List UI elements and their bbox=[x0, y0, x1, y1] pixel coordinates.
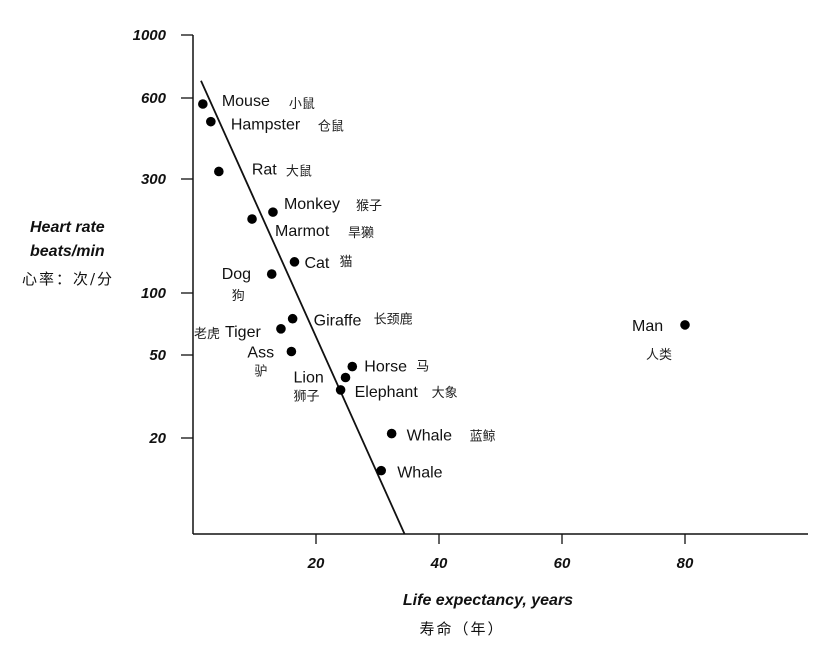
x-tick-label: 60 bbox=[554, 555, 571, 572]
data-point-marmot bbox=[247, 214, 257, 224]
y-axis-label-cn: 心率：次/分 bbox=[22, 270, 114, 288]
data-point-monkey bbox=[268, 207, 278, 217]
y-tick-label: 50 bbox=[149, 347, 166, 364]
y-tick-label: 300 bbox=[141, 171, 167, 188]
x-axis-label: Life expectancy, years bbox=[403, 592, 573, 609]
point-label: Rat bbox=[252, 161, 277, 178]
data-point-whale bbox=[386, 428, 397, 439]
point-label: Whale bbox=[397, 465, 442, 482]
data-point-lion bbox=[340, 372, 351, 383]
data-point-whale bbox=[376, 465, 386, 476]
data-point-mouse bbox=[198, 99, 208, 109]
point-label-cn: 驴 bbox=[254, 363, 267, 379]
point-label-cn: 狗 bbox=[232, 289, 245, 304]
y-axis-label-line1: Heart rate bbox=[30, 219, 105, 236]
point-label-cn: 大鼠 bbox=[286, 164, 312, 179]
y-tick-label: 1000 bbox=[133, 27, 167, 44]
point-label-cn: 大象 bbox=[432, 386, 458, 401]
point-label: Mouse bbox=[222, 93, 270, 110]
axes bbox=[192, 35, 808, 535]
data-point-ass bbox=[286, 346, 297, 357]
point-label-cn: 蓝鲸 bbox=[470, 430, 496, 445]
x-tick-label: 40 bbox=[430, 555, 448, 572]
point-label: Hampster bbox=[231, 117, 301, 134]
point-label: Tiger bbox=[225, 324, 262, 341]
point-label-cn: 老虎 bbox=[194, 327, 220, 342]
point-label: Cat bbox=[304, 255, 329, 272]
point-label: Whale bbox=[407, 428, 452, 445]
data-point-man bbox=[680, 320, 690, 330]
point-label: Lion bbox=[294, 370, 324, 387]
point-label: Elephant bbox=[355, 384, 419, 401]
y-tick-label: 20 bbox=[148, 430, 166, 447]
point-label-cn: 狮子 bbox=[294, 390, 320, 405]
y-tick-label: 600 bbox=[141, 90, 167, 107]
data-point-hampster bbox=[206, 116, 216, 127]
point-label-cn: 小鼠 bbox=[289, 97, 315, 112]
data-point-tiger bbox=[276, 324, 286, 334]
point-label-cn: 人类 bbox=[646, 348, 672, 363]
point-label: Man bbox=[632, 318, 663, 335]
point-label: Monkey bbox=[284, 196, 340, 213]
point-label-cn: 猴子 bbox=[356, 199, 382, 214]
y-axis-label-line2: beats/min bbox=[30, 243, 105, 260]
point-label-cn: 旱獭 bbox=[348, 226, 374, 241]
point-label-cn: 马 bbox=[416, 360, 429, 375]
data-point-cat bbox=[289, 257, 300, 267]
point-label: Marmot bbox=[275, 223, 330, 240]
x-axis-label-cn: 寿命（年） bbox=[419, 620, 504, 638]
x-tick-label: 20 bbox=[307, 555, 325, 572]
data-point-rat bbox=[214, 166, 224, 177]
x-tick-label: 80 bbox=[677, 555, 694, 572]
point-label-cn: 猫 bbox=[339, 255, 352, 270]
point-label: Dog bbox=[222, 266, 251, 283]
data-point-horse bbox=[347, 361, 358, 372]
data-point-elephant bbox=[335, 385, 346, 395]
trend-line bbox=[200, 80, 406, 535]
point-label: Giraffe bbox=[314, 313, 362, 330]
point-label-cn: 仓鼠 bbox=[318, 120, 344, 135]
data-point-giraffe bbox=[287, 313, 298, 324]
y-tick-label: 100 bbox=[141, 285, 167, 302]
data-point-dog bbox=[266, 269, 277, 279]
point-label: Ass bbox=[247, 344, 274, 361]
point-label-cn: 长颈鹿 bbox=[374, 312, 413, 328]
point-label: Horse bbox=[364, 359, 407, 376]
